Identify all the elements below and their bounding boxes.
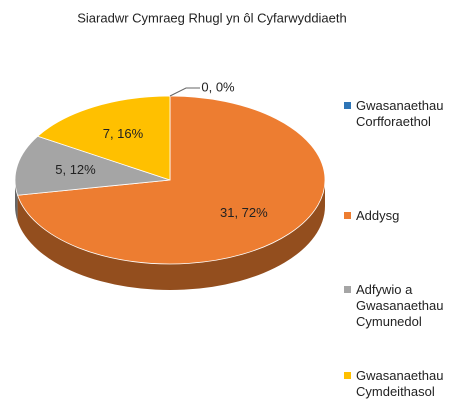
legend-item: Gwasanaethau Corfforaethol bbox=[344, 98, 464, 130]
legend-swatch bbox=[344, 102, 351, 109]
slice-side bbox=[17, 180, 326, 290]
legend-swatch bbox=[344, 212, 351, 219]
legend-label: Addysg bbox=[356, 208, 400, 223]
slice-side bbox=[15, 180, 18, 222]
data-label: 31, 72% bbox=[220, 205, 268, 220]
slice bbox=[36, 95, 171, 181]
slice bbox=[17, 95, 326, 265]
slice bbox=[14, 135, 171, 196]
leader-line bbox=[169, 87, 200, 97]
chart-title: Siaradwr Cymraeg Rhugl yn ôl Cyfarwyddia… bbox=[77, 10, 347, 25]
legend-item: Adfywio a Gwasanaethau Cymunedol bbox=[344, 282, 464, 330]
legend-swatch bbox=[344, 286, 351, 293]
legend-item: Gwasanaethau Cymdeithasol bbox=[344, 368, 464, 400]
legend-label: Gwasanaethau Cymdeithasol bbox=[356, 368, 444, 399]
data-label: 5, 12% bbox=[55, 162, 96, 177]
legend-swatch bbox=[344, 372, 351, 379]
legend-label: Gwasanaethau Corfforaethol bbox=[356, 98, 444, 129]
legend-item: Addysg bbox=[344, 208, 464, 224]
data-label: 7, 16% bbox=[103, 126, 144, 141]
data-label: 0, 0% bbox=[201, 79, 235, 94]
legend-label: Adfywio a Gwasanaethau Cymunedol bbox=[356, 282, 444, 329]
